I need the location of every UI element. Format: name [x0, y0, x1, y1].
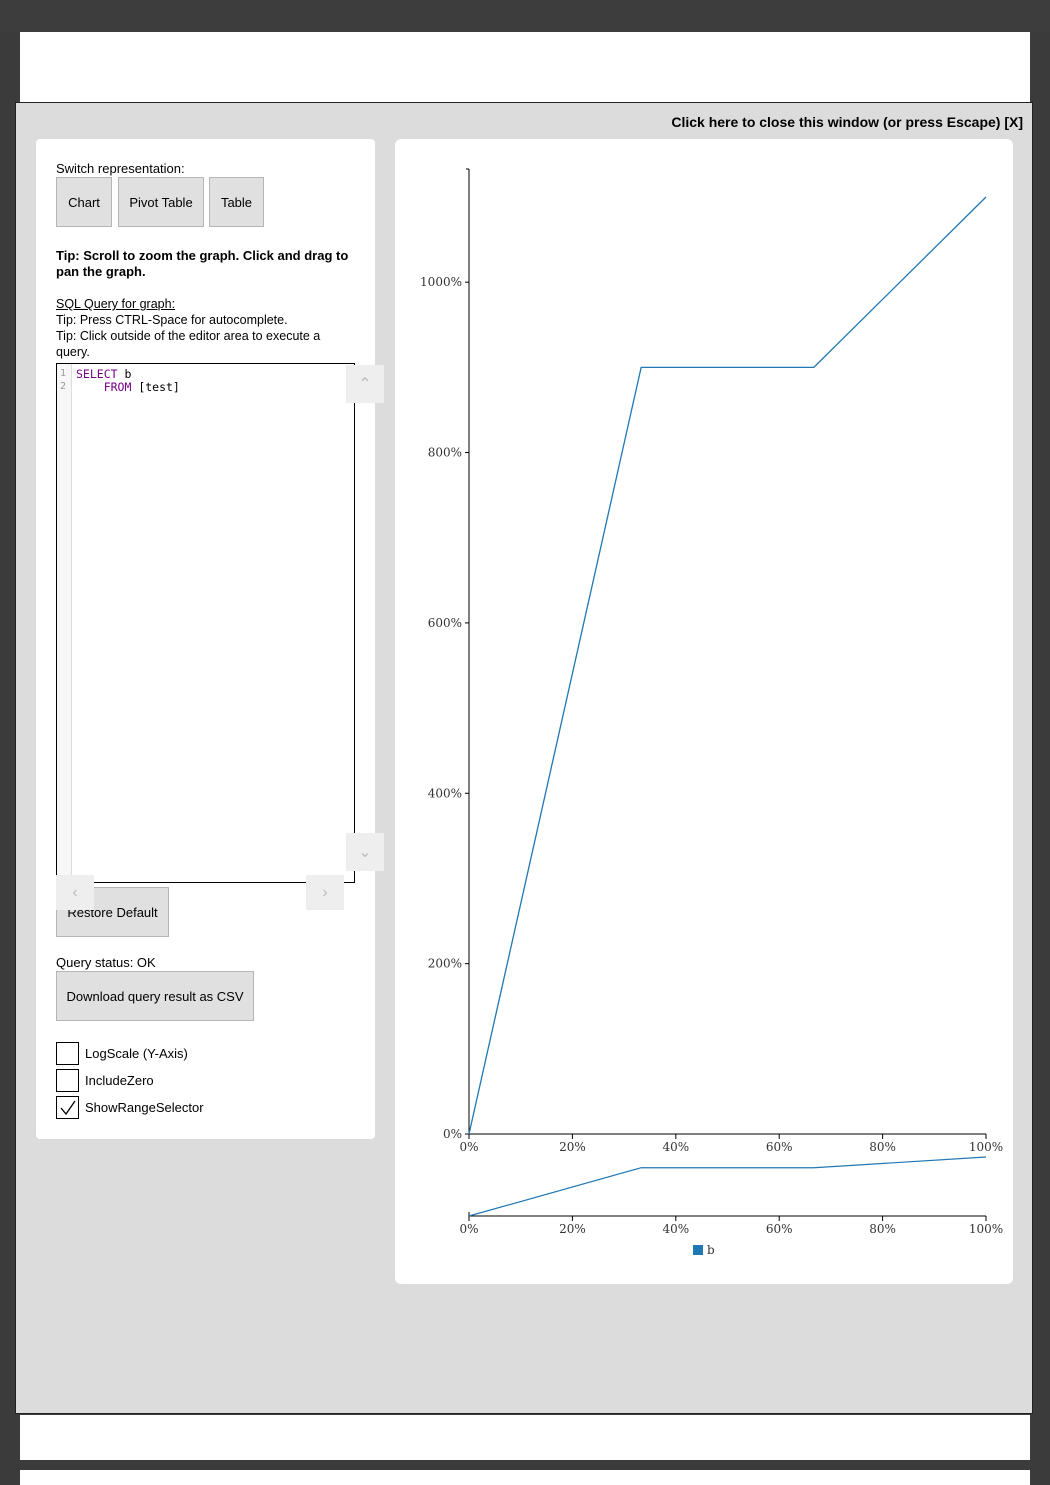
x-tick-label: 60% — [766, 1140, 793, 1154]
switch-representation-label: Switch representation: — [56, 161, 185, 176]
scroll-left-icon[interactable]: ‹ — [56, 875, 94, 910]
y-tick-label: 400% — [428, 786, 462, 800]
includezero-option[interactable]: IncludeZero — [56, 1068, 154, 1093]
logscale-label: LogScale (Y-Axis) — [85, 1046, 188, 1061]
sql-editor[interactable]: 1 2 SELECT b FROM [test] — [56, 363, 355, 883]
showrangeselector-option[interactable]: ShowRangeSelector — [56, 1095, 204, 1120]
x-tick-label: 40% — [662, 1140, 689, 1154]
y-tick-label: 1000% — [420, 275, 462, 289]
includezero-checkbox[interactable] — [56, 1069, 79, 1092]
close-window-link[interactable]: Click here to close this window (or pres… — [671, 114, 1023, 130]
y-tick-label: 800% — [428, 446, 462, 460]
control-panel: Switch representation: Chart Pivot Table… — [36, 139, 384, 1139]
sql-keyword: FROM — [76, 380, 132, 394]
range-x-tick-label: 20% — [559, 1222, 586, 1236]
y-tick-label: 600% — [428, 616, 462, 630]
sql-keyword: SELECT — [76, 367, 118, 381]
sql-text: [test] — [131, 380, 180, 394]
logscale-option[interactable]: LogScale (Y-Axis) — [56, 1041, 188, 1066]
code-line: FROM [test] — [76, 380, 180, 394]
scroll-right-icon[interactable]: › — [306, 875, 344, 910]
sql-help-block: SQL Query for graph: Tip: Press CTRL-Spa… — [56, 296, 356, 360]
restore-default-button[interactable]: Restore Default — [56, 887, 169, 937]
zoom-tip: Tip: Scroll to zoom the graph. Click and… — [56, 248, 349, 279]
browser-top-bar — [0, 0, 1050, 32]
series-line-b — [468, 196, 987, 1135]
x-tick-label: 20% — [559, 1140, 586, 1154]
range-selector-line-b — [468, 1156, 987, 1217]
code-line: SELECT b — [76, 367, 131, 381]
scroll-up-icon[interactable]: ⌃ — [346, 365, 384, 403]
page-background-bottom — [20, 1415, 1030, 1460]
y-tick-label: 200% — [428, 957, 462, 971]
line-number: 1 — [60, 368, 67, 379]
chart-panel: 0% 200% 400% 600% 800% 1000% 0% 20% 40% 60% 80% 100… — [395, 139, 1013, 1284]
sql-text: b — [117, 367, 132, 381]
y-tick-label: 0% — [443, 1127, 462, 1141]
editor-gutter: 1 2 — [57, 364, 72, 882]
table-button[interactable]: Table — [209, 177, 264, 227]
x-tick-label: 0% — [459, 1140, 478, 1154]
showrangeselector-checkbox[interactable] — [56, 1096, 79, 1119]
scroll-down-icon[interactable]: ⌄ — [346, 833, 384, 871]
sql-query-heading: SQL Query for graph: — [56, 297, 176, 311]
range-x-tick-label: 60% — [766, 1222, 793, 1236]
query-status: Query status: OK — [56, 955, 156, 970]
range-x-tick-label: 80% — [869, 1222, 896, 1236]
includezero-label: IncludeZero — [85, 1073, 154, 1088]
page-background-footer — [20, 1470, 1030, 1485]
download-csv-button[interactable]: Download query result as CSV — [56, 971, 254, 1021]
logscale-checkbox[interactable] — [56, 1042, 79, 1065]
execute-tip: Tip: Click outside of the editor area to… — [56, 329, 321, 359]
range-x-tick-label: 100% — [969, 1222, 1003, 1236]
autocomplete-tip: Tip: Press CTRL-Space for autocomplete. — [56, 313, 288, 327]
legend-swatch-b — [693, 1245, 703, 1255]
x-tick-label: 80% — [869, 1140, 896, 1154]
x-tick-label: 100% — [969, 1140, 1003, 1154]
chart-button[interactable]: Chart — [56, 177, 112, 227]
modal-overlay: Click here to close this window (or pres… — [15, 102, 1033, 1414]
pivot-table-button[interactable]: Pivot Table — [118, 177, 204, 227]
legend-label-b: b — [707, 1243, 715, 1257]
showrangeselector-label: ShowRangeSelector — [85, 1100, 204, 1115]
line-number: 2 — [60, 381, 67, 392]
checkmark-icon — [60, 1100, 76, 1116]
range-x-tick-label: 40% — [662, 1222, 689, 1236]
line-chart[interactable]: 0% 200% 400% 600% 800% 1000% 0% 20% 40% 60% 80% 100… — [395, 139, 1013, 1284]
page-background-top — [20, 32, 1030, 103]
range-x-tick-label: 0% — [459, 1222, 478, 1236]
